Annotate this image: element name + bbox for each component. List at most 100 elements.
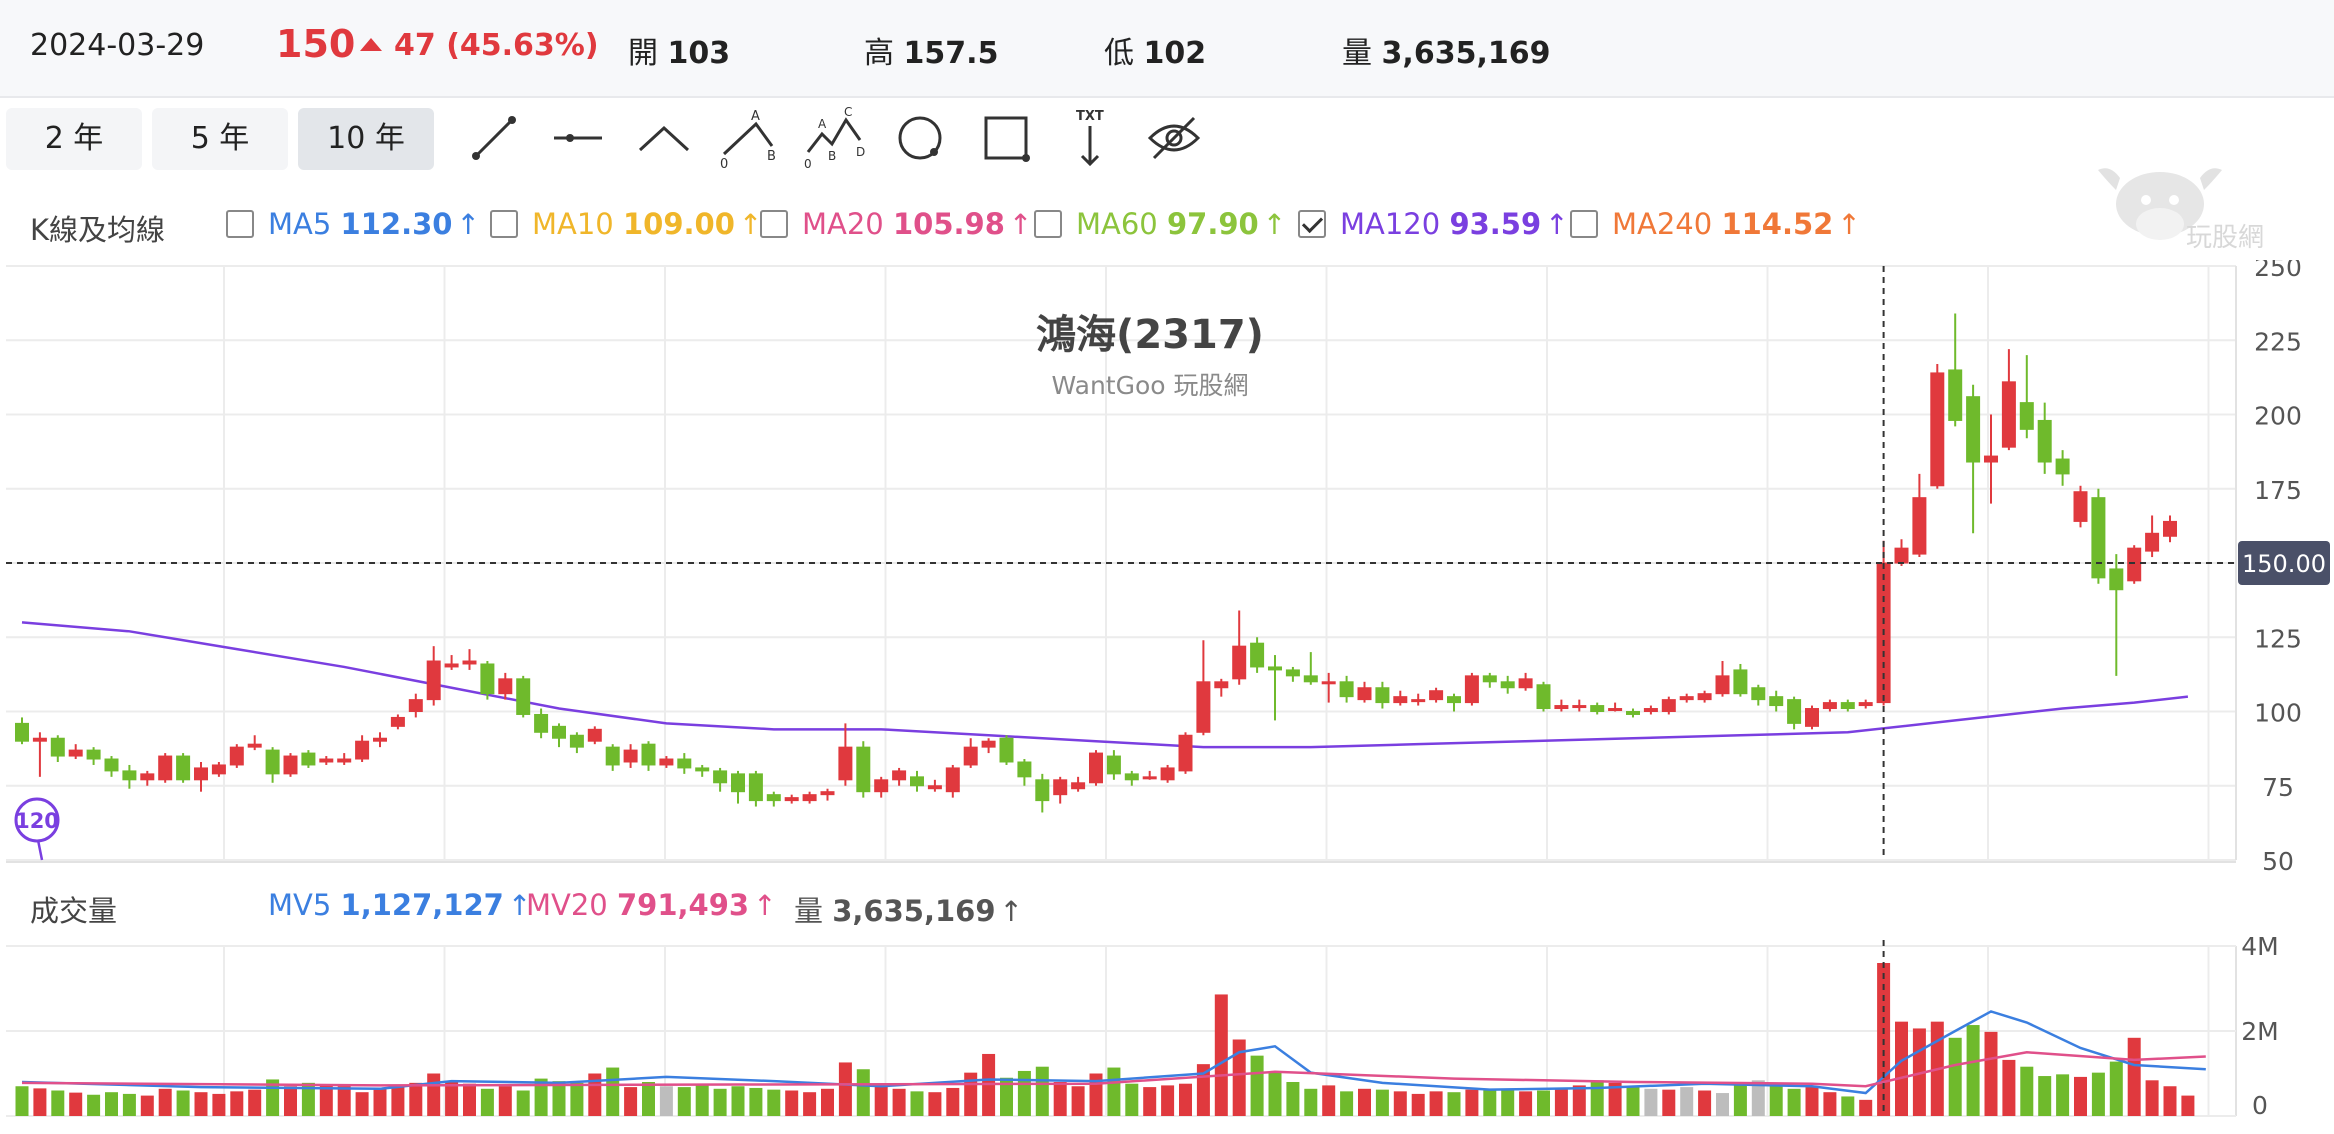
ma60-checkbox[interactable] [1034, 210, 1062, 238]
high-price: 高 157.5 [864, 28, 998, 72]
volume-bar [1304, 1088, 1318, 1116]
mv20-up-arrow-icon: ↑ [753, 889, 777, 922]
price-tick-label: 125 [2254, 624, 2302, 653]
volume-bar [534, 1078, 548, 1116]
volume-bar [2020, 1066, 2034, 1116]
open-value: 103 [667, 36, 731, 71]
open-price: 開 103 [628, 28, 730, 72]
candle-body [516, 678, 531, 715]
ma60-up-arrow-icon: ↑ [1262, 208, 1287, 241]
volume-bar [1644, 1088, 1658, 1116]
range-5y-button[interactable]: 5 年 [152, 108, 288, 170]
candle-body [659, 758, 674, 766]
low-value: 102 [1143, 36, 1207, 71]
candle-body [856, 746, 871, 793]
text-tool-icon[interactable]: TXT [1058, 106, 1122, 170]
ma60-value: 97.90 [1166, 207, 1259, 241]
volume-bar [946, 1087, 960, 1116]
angle-tool-icon[interactable] [632, 106, 696, 170]
volume-bar [1895, 1021, 1908, 1116]
candle-body [748, 773, 763, 802]
candle-body [713, 770, 728, 784]
candle-body [1679, 696, 1694, 701]
candle-body [731, 773, 745, 793]
volume-bar [194, 1092, 208, 1116]
ma240-checkbox[interactable] [1570, 210, 1598, 238]
ma20-checkbox[interactable] [760, 210, 788, 238]
candle-body [1751, 687, 1766, 701]
volume-tick-label: 2M [2241, 1017, 2278, 1046]
volume-bar [1537, 1090, 1550, 1116]
volume-bar [642, 1082, 655, 1116]
candle-body [1572, 705, 1587, 709]
price-volume-chart[interactable]: 507510012515017520022525002M4M 120 150.0… [0, 260, 2334, 1134]
volume-bar [1805, 1087, 1819, 1116]
volume-bar [1608, 1082, 1622, 1116]
volume-bar [2127, 1037, 2141, 1116]
hide-tool-icon[interactable] [1142, 106, 1206, 170]
ma20-up-arrow-icon: ↑ [1008, 208, 1033, 241]
volume-bars [15, 963, 2206, 1116]
volume-bar [1017, 1070, 1031, 1116]
abcd-wave-tool-icon[interactable]: C A 0 B D [802, 106, 866, 170]
volume-bar [1232, 1039, 1246, 1116]
current-price-tag [2238, 541, 2330, 585]
volume-bar [427, 1073, 441, 1116]
candle-body [534, 713, 549, 733]
candle-body [1948, 369, 1963, 421]
low-price: 低 102 [1104, 28, 1206, 72]
circle-tool-icon[interactable] [888, 106, 952, 170]
abcd-label-a: A [818, 117, 827, 131]
candle-body [1661, 699, 1676, 712]
volume-bar [910, 1091, 924, 1116]
candle-body [2091, 497, 2106, 579]
chart-overlay: 150.00 [6, 266, 2330, 1116]
candle-body [820, 791, 835, 796]
ma10-checkbox[interactable] [490, 210, 518, 238]
volume-bar [2163, 1086, 2177, 1116]
candle-body [1089, 752, 1103, 784]
ma20-value: 105.98 [892, 207, 1005, 241]
ma120-marker-stem [36, 839, 44, 861]
volume-bar [1590, 1080, 1604, 1116]
ma5-checkbox[interactable] [226, 210, 254, 238]
range-2y-button[interactable]: 2 年 [6, 108, 142, 170]
candle-body [1447, 696, 1461, 704]
candle-body [1500, 681, 1515, 689]
mv20-legend: MV20 791,493 ↑ [526, 888, 777, 922]
volume-bar [1053, 1082, 1067, 1116]
candle-body [1017, 761, 1032, 778]
candle-body [140, 773, 155, 781]
ma120-checkbox[interactable] [1298, 210, 1326, 238]
candle-body [892, 770, 907, 781]
range-10y-button[interactable]: 10 年 [298, 108, 434, 170]
line-tool-icon[interactable] [462, 106, 526, 170]
abc-wave-tool-icon[interactable]: A 0 B [716, 106, 780, 170]
ma10-name: MA10 [532, 207, 614, 241]
candle-body [677, 758, 692, 769]
horizontal-line-tool-icon[interactable] [546, 106, 610, 170]
candle-body [623, 749, 638, 763]
candle-body [265, 749, 280, 775]
rectangle-tool-icon[interactable] [974, 106, 1038, 170]
ma5-up-arrow-icon: ↑ [456, 208, 480, 241]
volume-info: 量 3,635,169 [1342, 28, 1550, 72]
ma5-legend: MA5 112.30 ↑ [268, 207, 480, 241]
candle-body [1482, 675, 1497, 683]
volume-bar [1143, 1087, 1157, 1116]
volume-bar [1841, 1096, 1855, 1116]
high-value: 157.5 [903, 36, 999, 71]
volume-bar [15, 1086, 29, 1116]
candle-body [1912, 497, 1927, 555]
candle-body [68, 749, 83, 757]
ma240-name: MA240 [1612, 207, 1713, 241]
volume-bar [821, 1088, 834, 1116]
volume-bar [928, 1092, 942, 1116]
volume-value: 3,635,169 [1381, 36, 1551, 71]
candle-body [1840, 702, 1855, 710]
current-price-tag-label: 150.00 [2242, 550, 2326, 578]
volume-bar [2091, 1072, 2105, 1116]
volume-section-label: 成交量 [30, 894, 118, 928]
candle-body [1035, 779, 1050, 802]
volume-bar [51, 1090, 65, 1116]
